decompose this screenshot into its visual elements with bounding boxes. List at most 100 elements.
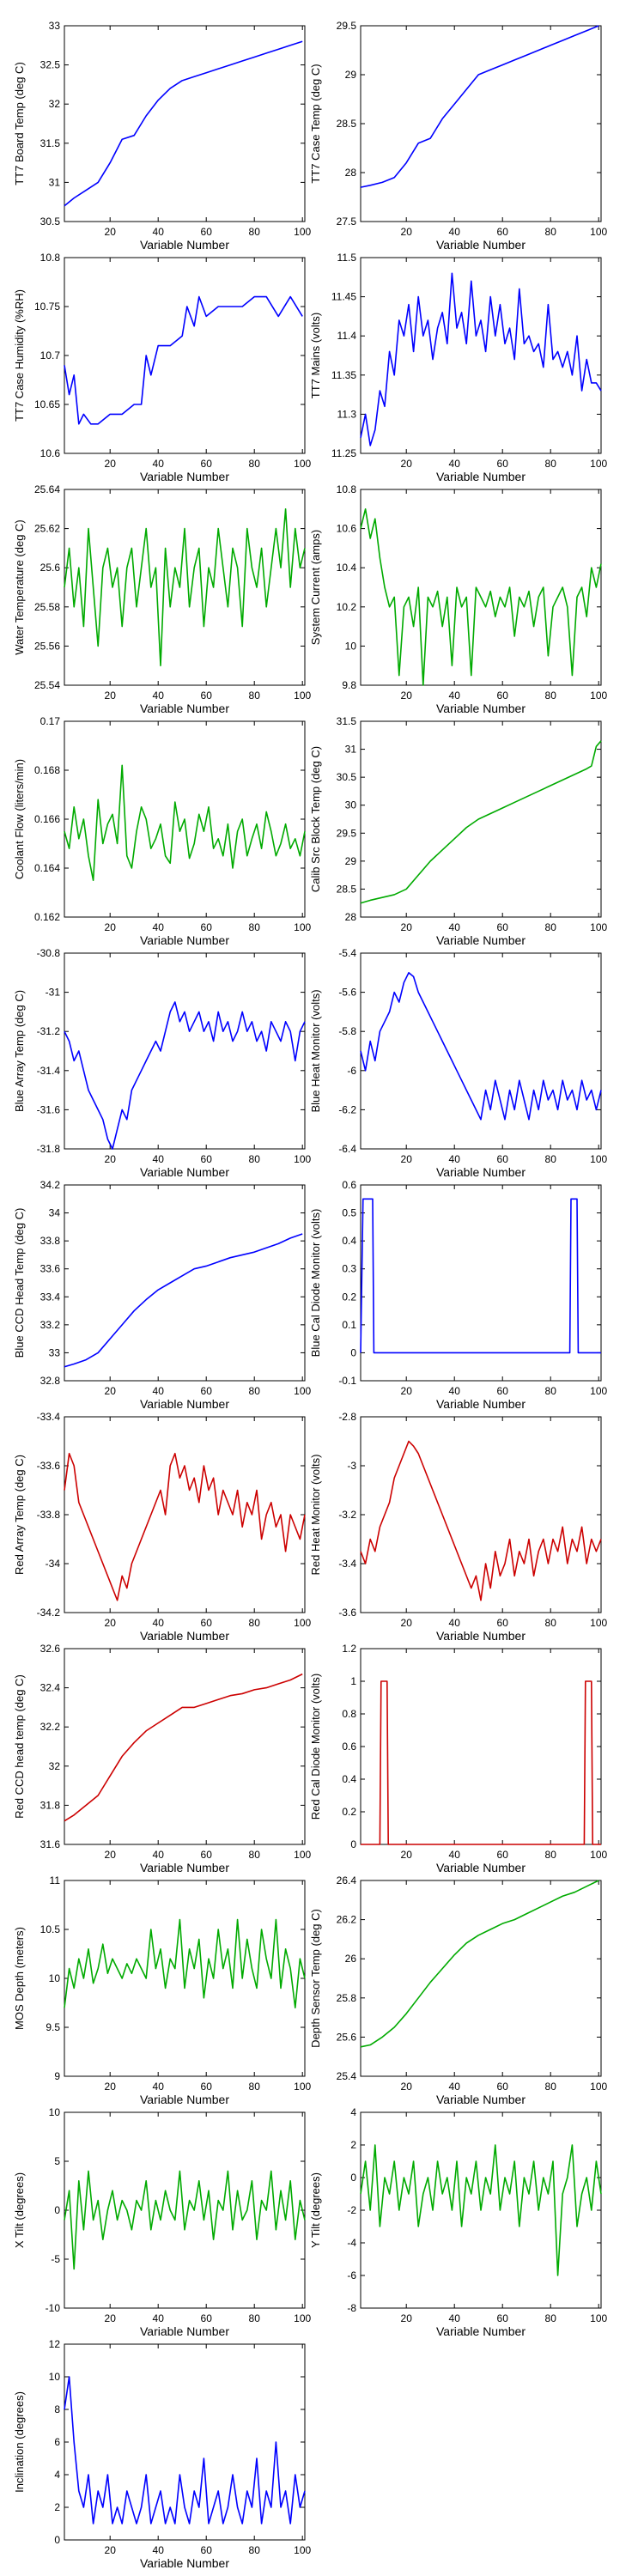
x-tick-label: 20 [401, 921, 413, 933]
axes-box [360, 720, 602, 918]
y-tick-label: 0.3 [342, 1263, 356, 1275]
y-tick-label: 9.8 [342, 679, 356, 691]
x-tick-label: 20 [401, 458, 413, 470]
y-tick-label: 0.164 [34, 862, 60, 874]
series-line [64, 1233, 303, 1368]
y-tick-label: 11.4 [337, 330, 357, 342]
x-tick-label: 100 [294, 1153, 311, 1165]
y-tick-label: -31.6 [37, 1103, 61, 1115]
y-tick-label: -5.4 [338, 947, 356, 959]
x-tick-label: 80 [249, 690, 261, 702]
y-tick-label: 25.64 [34, 483, 60, 495]
y-axis-label: TT7 Board Temp (deg C) [13, 62, 26, 185]
y-tick-label: 25.62 [34, 523, 60, 535]
x-tick-label: 80 [545, 2081, 557, 2093]
chart-tt7-board-temp-deg-c: 30.5 31 31.5 32 32.5 33 20 40 60 80 100 Variable Nu… [13, 20, 312, 252]
y-tick-label: 0.8 [342, 1708, 356, 1720]
x-tick-label: 100 [294, 1849, 311, 1861]
x-tick-label: 40 [153, 2312, 165, 2324]
axes-box [64, 1184, 306, 1382]
x-tick-label: 20 [401, 2312, 413, 2324]
y-tick-label: -33.6 [37, 1460, 61, 1472]
y-tick-label: 31.5 [337, 715, 357, 727]
x-tick-label: 40 [153, 2544, 165, 2556]
x-tick-label: 20 [105, 690, 117, 702]
x-tick-label: 80 [545, 690, 557, 702]
y-tick-label: 10.8 [337, 483, 357, 495]
chart-blue-heat-monitor-volts: -6.4 -6.2 -6 -5.8 -5.6 -5.4 20 40 60 80 100 Variabl… [309, 947, 608, 1179]
x-tick-label: 100 [590, 2312, 607, 2324]
axes-box [64, 1648, 306, 1845]
series-line [360, 1880, 599, 2048]
y-tick-label: 34 [49, 1207, 61, 1219]
axes-box [64, 1416, 306, 1613]
x-tick-label: 60 [201, 458, 213, 470]
y-tick-label: 1.2 [342, 1643, 356, 1655]
series-line [64, 1001, 306, 1150]
y-tick-label: 0.166 [34, 813, 60, 825]
y-tick-label: -33.4 [37, 1411, 61, 1423]
y-tick-label: -30.8 [37, 947, 61, 959]
y-tick-label: 0.5 [342, 1207, 356, 1219]
x-axis-label: Variable Number [436, 702, 526, 715]
y-tick-label: 2 [350, 2139, 356, 2151]
y-tick-label: 0.6 [342, 1179, 356, 1191]
y-tick-label: 1 [350, 1675, 356, 1687]
x-tick-label: 60 [201, 921, 213, 933]
x-tick-label: 80 [249, 921, 261, 933]
y-tick-label: -5 [51, 2253, 60, 2265]
y-tick-label: 31.5 [40, 137, 61, 149]
x-tick-label: 20 [105, 2544, 117, 2556]
y-tick-label: -34.2 [37, 1607, 61, 1619]
x-tick-label: 60 [201, 226, 213, 238]
x-axis-label: Variable Number [436, 1861, 526, 1874]
x-tick-label: 100 [590, 226, 607, 238]
x-axis-label: Variable Number [140, 1397, 229, 1411]
x-tick-label: 20 [105, 1153, 117, 1165]
y-tick-label: -34 [46, 1558, 61, 1570]
y-tick-label: 0 [54, 2204, 60, 2216]
axes-box [360, 1648, 602, 1845]
x-axis-label: Variable Number [140, 2093, 229, 2106]
y-tick-label: 0.6 [342, 1741, 356, 1753]
x-tick-label: 100 [294, 226, 311, 238]
x-tick-label: 80 [545, 1617, 557, 1629]
y-tick-label: -6.4 [338, 1143, 356, 1155]
x-tick-label: 40 [449, 2312, 461, 2324]
y-tick-label: 10.8 [40, 252, 61, 264]
x-tick-label: 40 [153, 2081, 165, 2093]
x-tick-label: 80 [249, 2544, 261, 2556]
chart-red-ccd-head-temp-deg-c: 31.6 31.8 32 32.2 32.4 32.6 20 40 60 80 100 Variabl… [13, 1643, 312, 1874]
x-tick-label: 100 [590, 1849, 607, 1861]
series-line [360, 972, 602, 1121]
chart-inclination-degrees: 0 2 4 6 8 10 12 20 40 60 80 100 Variable Number Incli… [13, 2338, 312, 2570]
x-tick-label: 40 [449, 1617, 461, 1629]
series-line [360, 1440, 602, 1601]
y-axis-label: Blue Cal Diode Monitor (volts) [309, 1209, 322, 1358]
y-tick-label: 0.1 [342, 1319, 356, 1331]
y-tick-label: -31.4 [37, 1065, 61, 1077]
x-tick-label: 80 [545, 2312, 557, 2324]
y-tick-label: 10 [49, 2371, 61, 2383]
y-tick-label: 10.6 [40, 447, 61, 459]
x-tick-label: 60 [201, 2312, 213, 2324]
x-tick-label: 40 [449, 458, 461, 470]
y-tick-label: 26.4 [337, 1874, 357, 1886]
series-line [360, 740, 602, 904]
y-tick-label: 9 [54, 2070, 60, 2082]
series-line [64, 1452, 306, 1601]
series-line [361, 1680, 601, 1845]
x-axis-label: Variable Number [140, 1165, 229, 1179]
x-axis-label: Variable Number [436, 933, 526, 947]
chart-water-temperature-deg-c: 25.54 25.56 25.58 25.6 25.62 25.64 20 40 60 80 100… [13, 483, 312, 715]
x-tick-label: 40 [153, 458, 165, 470]
x-tick-label: 80 [249, 226, 261, 238]
x-tick-label: 60 [201, 1849, 213, 1861]
x-tick-label: 20 [105, 226, 117, 238]
x-tick-label: 100 [294, 1617, 311, 1629]
x-tick-label: 60 [497, 1153, 509, 1165]
y-tick-label: 33.8 [40, 1235, 61, 1247]
x-tick-label: 80 [249, 458, 261, 470]
y-tick-label: 25.54 [34, 679, 60, 691]
series-line [64, 2170, 306, 2270]
